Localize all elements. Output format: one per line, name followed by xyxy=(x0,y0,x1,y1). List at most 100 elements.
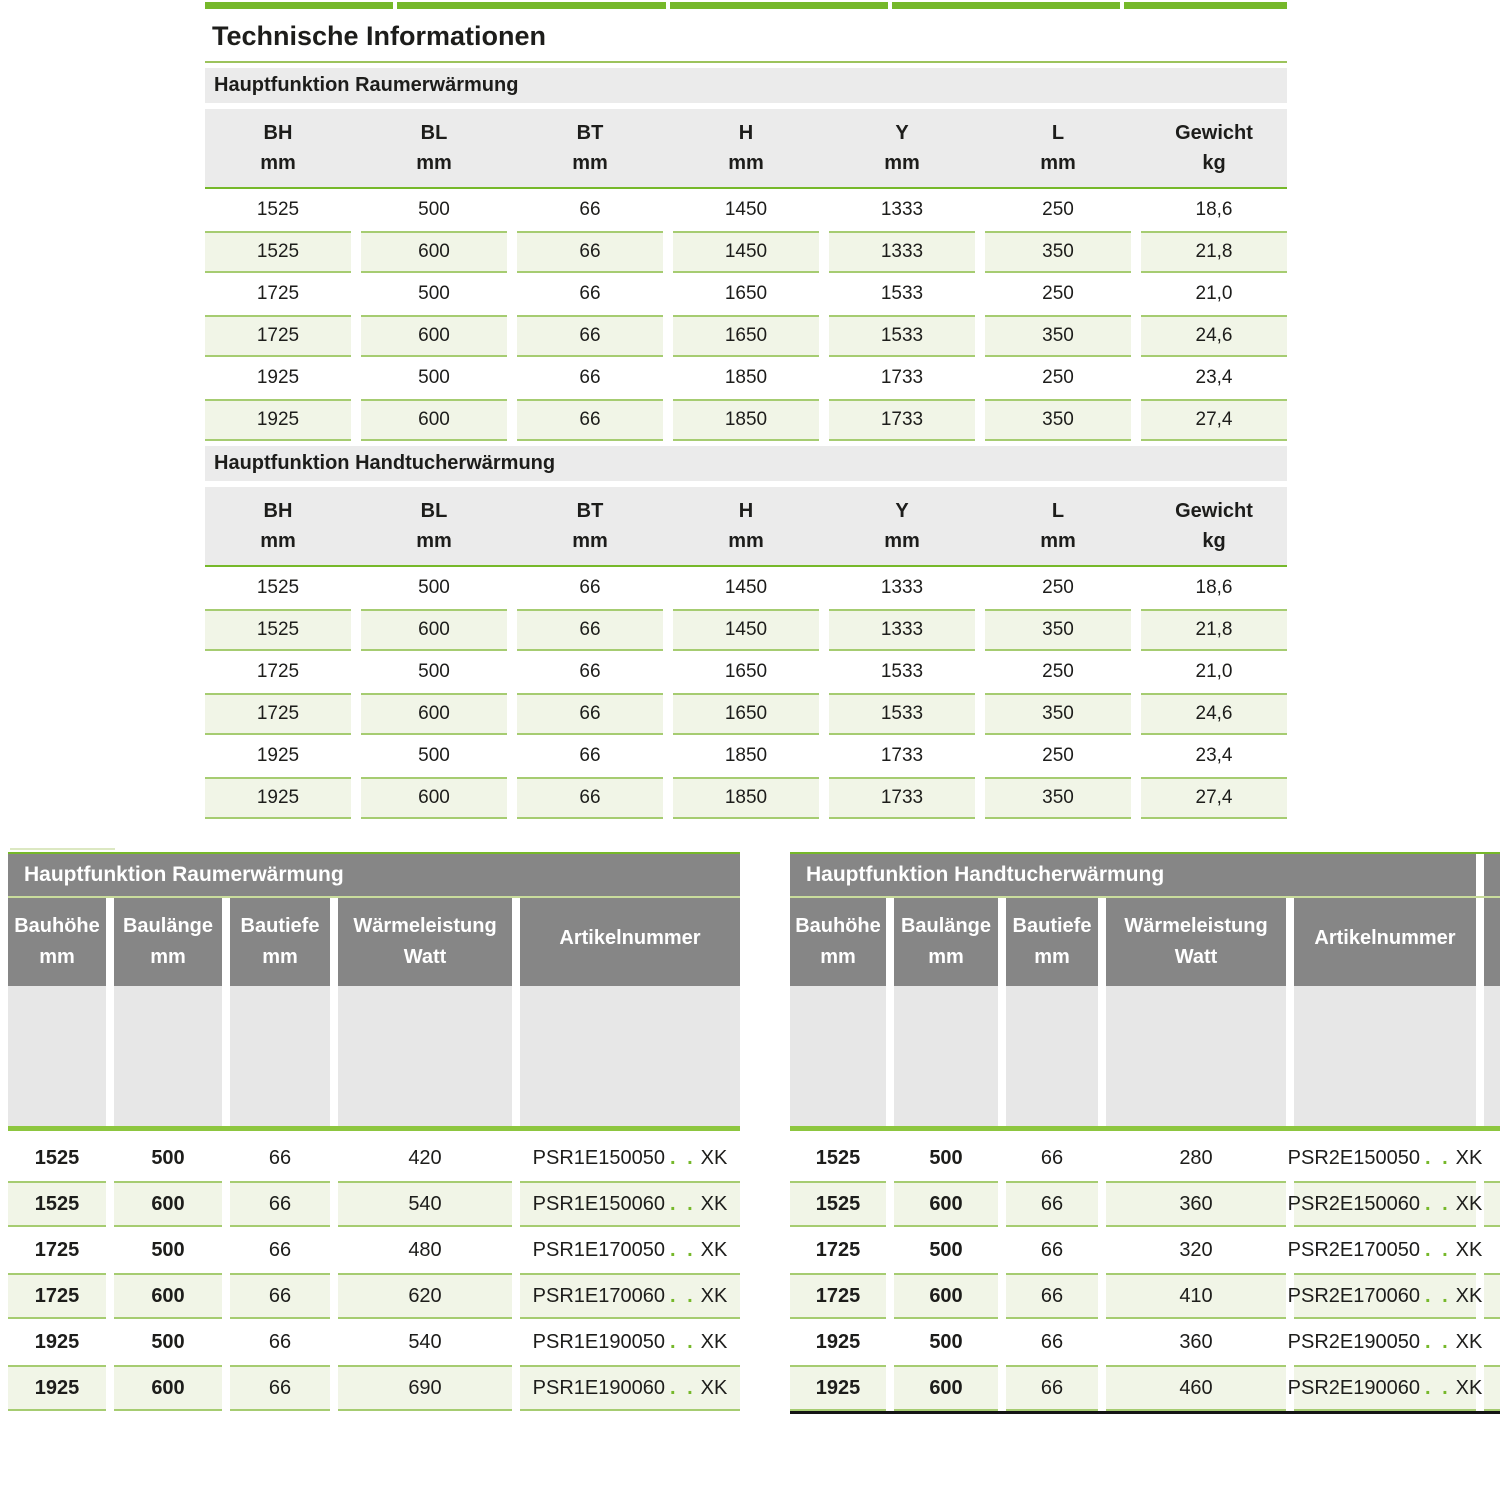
cell: 1725 xyxy=(34,1238,80,1261)
column-header: Wärmeleistung Watt xyxy=(338,898,512,986)
cell: 600 xyxy=(361,399,507,441)
cell: 1533 xyxy=(880,283,924,304)
article-dots: . . xyxy=(1424,1146,1451,1169)
cell: 1650 xyxy=(673,693,819,735)
table-row: 1925 600 66 690 PSR1E190060. . XK xyxy=(8,1365,740,1411)
cell: 250 xyxy=(1042,367,1074,388)
cell: 280 xyxy=(1179,1146,1213,1169)
cell: 1333 xyxy=(880,199,924,220)
table-row: 1925 500 66 360 PSR2E190050. . XK xyxy=(790,1319,1500,1365)
cell: 620 xyxy=(338,1273,512,1319)
cell: 66 xyxy=(268,1146,292,1169)
article-dots: . . xyxy=(669,1146,696,1169)
cell: 66 xyxy=(230,1365,330,1411)
table-top-divider xyxy=(790,852,1500,854)
article-dots: . . xyxy=(669,1330,696,1353)
cell: 1733 xyxy=(880,367,924,388)
cell: 1650 xyxy=(724,283,768,304)
cell: 1525 xyxy=(256,577,300,598)
cell: 1725 xyxy=(205,693,351,735)
cell: 66 xyxy=(517,231,663,273)
cell: 1725 xyxy=(8,1273,106,1319)
cell: 66 xyxy=(579,283,601,304)
cell: 24,6 xyxy=(1141,315,1287,357)
cell: 1925 xyxy=(790,1365,886,1411)
cell: 690 xyxy=(338,1365,512,1411)
table-row: 1925 600 66 1850 1733 350 27,4 xyxy=(205,777,1287,819)
column-header: Bauhöhe mm xyxy=(8,898,106,986)
cell: 600 xyxy=(894,1365,998,1411)
article-table-handtucherwaermung: Hauptfunktion Handtucherwärmung Bauhöhe m… xyxy=(790,852,1500,1414)
cell: 1725 xyxy=(205,315,351,357)
cell: 1850 xyxy=(673,777,819,819)
cell: 24,6 xyxy=(1141,693,1287,735)
table-row: 1925 500 66 1850 1733 250 23,4 xyxy=(205,357,1287,399)
cell: 18,6 xyxy=(1195,199,1233,220)
cell: 350 xyxy=(985,609,1131,651)
cell: 600 xyxy=(894,1273,998,1319)
cell: 350 xyxy=(985,693,1131,735)
cell: 500 xyxy=(418,199,450,220)
table-row: 1925 500 66 540 PSR1E190050. . XK xyxy=(8,1319,740,1365)
cell: 480 xyxy=(408,1238,442,1261)
empty-row xyxy=(790,986,1500,1126)
cell: 540 xyxy=(408,1330,442,1353)
table-row: 1525 500 66 420 PSR1E150050. . XK xyxy=(8,1135,740,1181)
cell: 360 xyxy=(1179,1330,1213,1353)
table-row: 1525 500 66 1450 1333 250 18,6 xyxy=(205,567,1287,609)
cell: 66 xyxy=(517,315,663,357)
cell-cut xyxy=(1484,1181,1500,1227)
table-bottom-line xyxy=(790,1411,1500,1414)
cell: 1533 xyxy=(829,693,975,735)
cell: 1925 xyxy=(256,367,300,388)
cell: 1333 xyxy=(880,577,924,598)
column-header: Baulänge mm xyxy=(894,898,998,986)
cell: 1450 xyxy=(724,577,768,598)
article-number: PSR1E170050. . XK xyxy=(532,1238,728,1261)
table-row: 1925 500 66 1850 1733 250 23,4 xyxy=(205,735,1287,777)
table-row: 1925 600 66 460 PSR2E190060. . XK xyxy=(790,1365,1500,1411)
column-header: BL mm xyxy=(416,499,452,552)
cell: 21,8 xyxy=(1141,231,1287,273)
column-headers: Bauhöhe mm Baulänge mm Bautiefe mm Wärmelei… xyxy=(790,898,1500,986)
cell: 1925 xyxy=(815,1330,861,1353)
data-divider xyxy=(790,1126,1500,1131)
section-header: Hauptfunktion Raumerwärmung xyxy=(205,68,1287,103)
table-row: 1525 600 66 1450 1333 350 21,8 xyxy=(205,609,1287,651)
cell: 23,4 xyxy=(1195,745,1233,766)
cell: 360 xyxy=(1106,1181,1286,1227)
dimensions-table-raumerwaermung: Hauptfunktion Raumerwärmung BH mm BL mm BT… xyxy=(205,68,1287,441)
cell: 410 xyxy=(1106,1273,1286,1319)
article-number: PSR2E170060. . XK xyxy=(1288,1273,1482,1319)
article-number: PSR1E150050. . XK xyxy=(532,1146,728,1169)
cell: 350 xyxy=(985,315,1131,357)
cell: 66 xyxy=(268,1330,292,1353)
cell: 66 xyxy=(230,1273,330,1319)
cell-cut xyxy=(1484,1227,1500,1273)
table-top-divider xyxy=(8,848,740,854)
cell: 500 xyxy=(151,1238,185,1261)
cell: 1450 xyxy=(673,609,819,651)
article-dots: . . xyxy=(669,1238,696,1261)
article-dots: . . xyxy=(1424,1330,1451,1353)
article-table-raumerwaermung: Hauptfunktion Raumerwärmung Bauhöhe mm Ba… xyxy=(8,848,740,1411)
article-number: PSR2E190060. . XK xyxy=(1288,1365,1482,1411)
cell: 600 xyxy=(361,777,507,819)
cell: 27,4 xyxy=(1141,399,1287,441)
page-title: Technische Informationen xyxy=(212,21,547,51)
cell: 600 xyxy=(361,693,507,735)
table-row: 1525 500 66 280 PSR2E150050. . XK xyxy=(790,1135,1500,1181)
cell: 23,4 xyxy=(1195,367,1233,388)
cell: 600 xyxy=(114,1273,222,1319)
cell: 1850 xyxy=(673,399,819,441)
column-header: Artikelnummer xyxy=(520,898,740,986)
table-row: 1525 600 66 540 PSR1E150060. . XK xyxy=(8,1181,740,1227)
cell: 250 xyxy=(1042,577,1074,598)
column-header-cut xyxy=(1484,898,1500,986)
cell: 66 xyxy=(579,661,601,682)
article-number: PSR1E150060. . XK xyxy=(520,1181,740,1227)
